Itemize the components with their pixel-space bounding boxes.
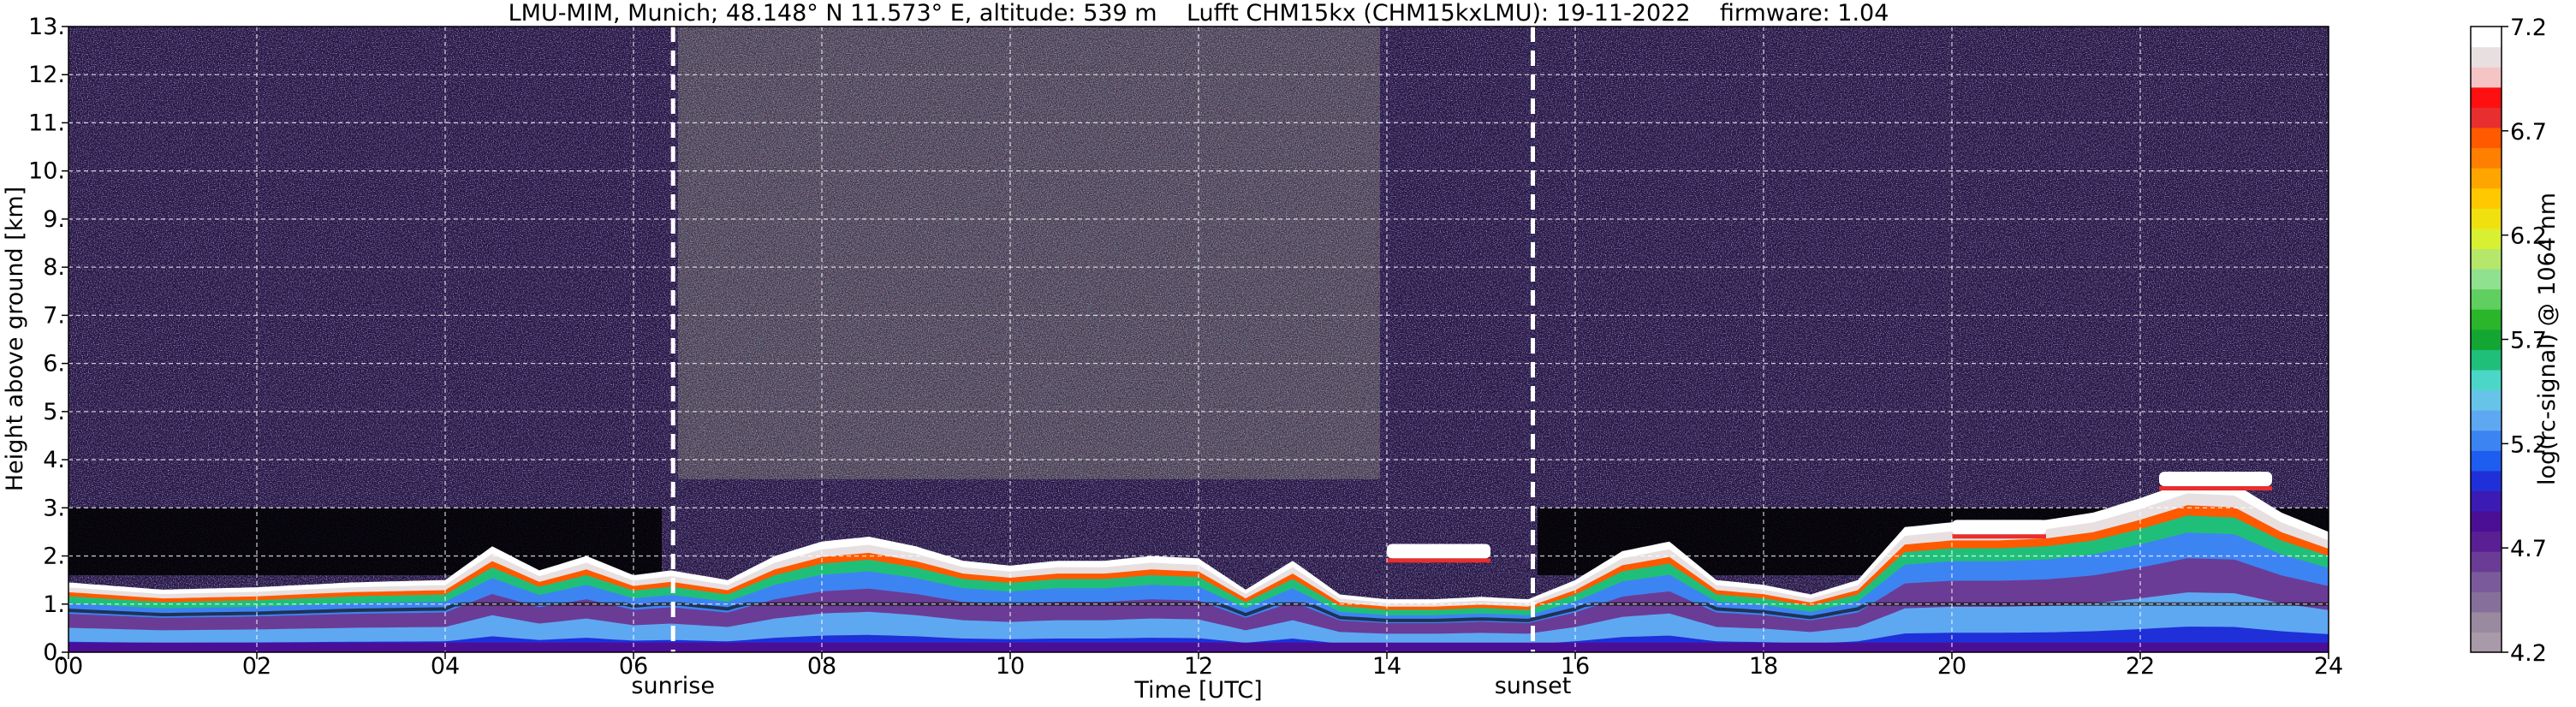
- chart-title: LMU-MIM, Munich; 48.148° N 11.573° E, al…: [509, 0, 1889, 27]
- colorbar-segment: [2471, 228, 2502, 249]
- solar-noise-texture: [678, 27, 1380, 479]
- grid-lines: [68, 27, 2329, 652]
- colorbar-label: log(rc-signal) @ 1064 nm: [2534, 193, 2561, 485]
- colorbar-segment: [2471, 107, 2502, 128]
- y-axis-ticks: 0. 1. 2. 3. 4. 5. 6. 7. 8. 9. 10. 11. 12. 13.: [28, 14, 68, 666]
- sun-markers: sunrise sunset: [631, 27, 1571, 699]
- elevated-layer-edge-1: [1952, 534, 2046, 539]
- colorbar-segment: [2471, 86, 2502, 108]
- y-tick-label: 11.: [28, 110, 65, 136]
- solar-background-noise: [678, 27, 1380, 479]
- colorbar-segment: [2471, 531, 2502, 552]
- y-tick-label: 0.: [43, 639, 65, 666]
- elevated-layer-edge-0: [1387, 558, 1490, 563]
- x-tick-label: 22: [2126, 653, 2155, 680]
- y-tick-label: 2.: [43, 544, 65, 570]
- colorbar-segment: [2471, 168, 2502, 189]
- x-tick-label: 14: [1372, 653, 1401, 680]
- colorbar-tick-label: 4.7: [2510, 536, 2547, 562]
- colorbar-segment: [2471, 127, 2502, 149]
- x-tick-label: 08: [807, 653, 836, 680]
- colorbar-tick-label: 5.7: [2510, 328, 2547, 354]
- y-tick-label: 6.: [43, 351, 65, 377]
- y-tick-label: 4.: [43, 447, 65, 473]
- colorbar-tick-label: 7.2: [2510, 15, 2547, 41]
- colorbar-segment: [2471, 510, 2502, 532]
- y-tick-label: 1.: [43, 591, 65, 618]
- colorbar-segment: [2471, 349, 2502, 371]
- colorbar-segment: [2471, 470, 2502, 491]
- y-tick-label: 5.: [43, 399, 65, 425]
- x-tick-label: 00: [54, 653, 83, 680]
- colorbar-tick-label: 6.7: [2510, 119, 2547, 146]
- colorbar-segment: [2471, 450, 2502, 472]
- colorbar-segment: [2471, 389, 2502, 411]
- x-tick-label: 04: [431, 653, 460, 680]
- x-tick-label: 06: [619, 653, 648, 680]
- colorbar-segment: [2471, 309, 2502, 330]
- colorbar-segment: [2471, 208, 2502, 229]
- colorbar-segment: [2471, 147, 2502, 169]
- x-tick-label: 24: [2314, 653, 2343, 680]
- colorbar-segment: [2471, 632, 2502, 653]
- elevated-layer-2: [2159, 472, 2272, 487]
- colorbar-segment: [2471, 571, 2502, 592]
- elevated-layer-edge-2: [2159, 486, 2272, 491]
- x-axis-label: Time [UTC]: [1133, 677, 1262, 704]
- surface-band: [68, 642, 2329, 652]
- colorbar-tick-label: 6.2: [2510, 223, 2547, 250]
- colorbar-segment: [2471, 187, 2502, 209]
- elevated-layer-1: [1952, 520, 2046, 535]
- colorbar-segment: [2471, 268, 2502, 290]
- y-tick-label: 12.: [28, 62, 65, 88]
- y-axis-label: Height above ground [km]: [2, 187, 28, 491]
- y-tick-label: 7.: [43, 302, 65, 329]
- x-tick-label: 10: [996, 653, 1025, 680]
- colorbar-segment: [2471, 410, 2502, 431]
- y-tick-label: 9.: [43, 206, 65, 233]
- x-axis-ticks: 00 02 04 06 08 10 12 14 16 18 20 22 24: [54, 652, 2343, 680]
- y-tick-label: 3.: [43, 495, 65, 521]
- colorbar-tick-label: 4.2: [2510, 640, 2547, 667]
- colorbar-segment: [2471, 369, 2502, 391]
- sunset-label: sunset: [1495, 673, 1572, 699]
- colorbar-segment: [2471, 430, 2502, 451]
- colorbar-segment: [2471, 288, 2502, 310]
- colorbar-segment: [2471, 611, 2502, 633]
- colorbar-segment: [2471, 329, 2502, 350]
- elevated-layer-0: [1387, 544, 1490, 559]
- y-tick-label: 8.: [43, 254, 65, 281]
- colorbar-segment: [2471, 490, 2502, 512]
- y-tick-label: 10.: [28, 158, 65, 185]
- y-tick-label: 13.: [28, 14, 65, 40]
- x-tick-label: 20: [1937, 653, 1966, 680]
- colorbar: 4.2 4.7 5.2 5.7 6.2 6.7 7.2: [2470, 15, 2547, 667]
- colorbar-segment: [2471, 46, 2502, 68]
- colorbar-segment: [2471, 67, 2502, 88]
- colorbar-tick-label: 5.2: [2510, 431, 2547, 458]
- colorbar-segment: [2471, 551, 2502, 573]
- sunrise-label: sunrise: [631, 673, 715, 699]
- x-tick-label: 12: [1184, 653, 1213, 680]
- colorbar-segment: [2471, 27, 2502, 48]
- colorbar-segment: [2471, 248, 2502, 270]
- solar-noise-tint: [678, 27, 1380, 479]
- x-tick-label: 16: [1561, 653, 1590, 680]
- colorbar-segment: [2471, 591, 2502, 613]
- x-tick-label: 18: [1749, 653, 1778, 680]
- x-tick-label: 02: [242, 653, 271, 680]
